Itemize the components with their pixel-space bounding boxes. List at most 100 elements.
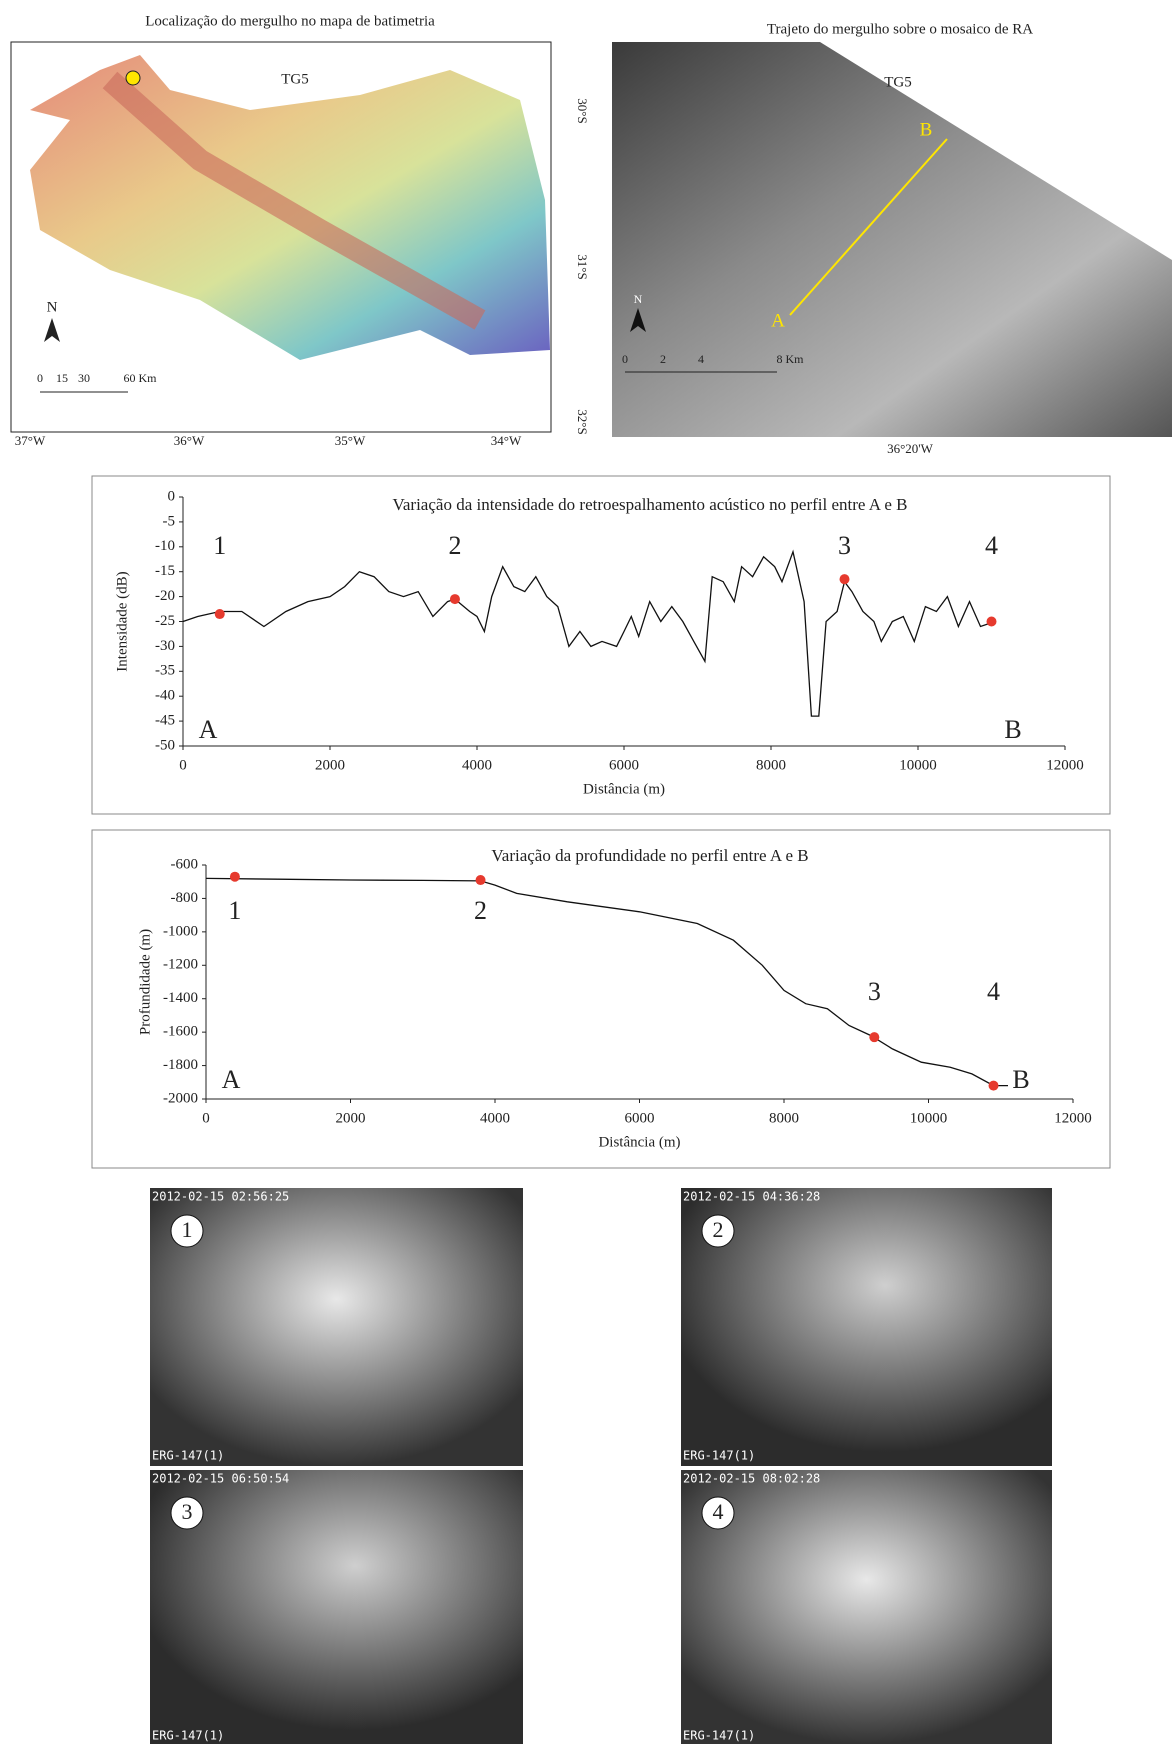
y-axis-label: Profundidade (m) [137, 929, 153, 1035]
x-tick-label: 2000 [315, 757, 345, 773]
point-label: 3 [868, 977, 881, 1006]
point-label: 3 [838, 531, 851, 560]
x-tick-label: 8000 [769, 1110, 799, 1126]
photo-camera: ERG-147(1) [152, 1729, 224, 1743]
x-tick-label: 8000 [756, 757, 786, 773]
map-title: Localização do mergulho no mapa de batim… [145, 13, 435, 29]
photo-timestamp: 2012-02-15 04:36:28 [683, 1190, 820, 1204]
x-tick-label: 10000 [910, 1110, 948, 1126]
point-label: 1 [213, 531, 226, 560]
x-tick-label: 12000 [1046, 757, 1084, 773]
point-label: 2 [474, 896, 487, 925]
x-tick-label: 12000 [1054, 1110, 1092, 1126]
lon-label: 37°W [15, 433, 46, 448]
photo-badge [701, 1496, 735, 1530]
photo-badge [701, 1214, 735, 1248]
photo-camera: ERG-147(1) [683, 1729, 755, 1743]
lat-label: 32°S [575, 409, 590, 434]
point-marker [988, 1080, 999, 1091]
point-marker [229, 871, 240, 882]
lon-label: 36°W [174, 433, 205, 448]
chart-frame [91, 475, 1111, 815]
y-tick-label: -1000 [163, 923, 198, 939]
y-tick-label: -1600 [163, 1024, 198, 1040]
y-axis-label: Intensidade (dB) [114, 571, 130, 671]
north-label: N [634, 292, 643, 306]
scale-label: 30 [78, 371, 90, 385]
lon-label: 35°W [335, 433, 366, 448]
photo-timestamp: 2012-02-15 06:50:54 [152, 1472, 289, 1486]
x-tick-label: 4000 [480, 1110, 510, 1126]
y-tick-label: -20 [155, 588, 175, 604]
photo-timestamp: 2012-02-15 08:02:28 [683, 1472, 820, 1486]
north-label: N [47, 299, 58, 315]
point-marker [449, 594, 460, 605]
photo-number: 1 [182, 1217, 193, 1242]
x-axis-label: Distância (m) [583, 781, 665, 797]
no-data [820, 42, 1172, 260]
x-tick-label: 4000 [462, 757, 492, 773]
north-arrow [630, 308, 646, 332]
track-end: B [920, 119, 933, 140]
y-tick-label: -45 [155, 713, 175, 729]
photo [681, 1188, 1052, 1466]
track-start: A [771, 310, 785, 331]
photo-camera: ERG-147(1) [683, 1449, 755, 1463]
y-tick-label: -30 [155, 638, 175, 654]
lon-label: 34°W [491, 433, 522, 448]
photo-number: 4 [713, 1499, 724, 1524]
data-line [205, 877, 1008, 1087]
y-tick-label: -10 [155, 538, 175, 554]
lat-label: 31°S [575, 254, 590, 279]
photo-number: 3 [182, 1499, 193, 1524]
trough [102, 71, 486, 330]
point-label: 1 [228, 896, 241, 925]
y-tick-label: -40 [155, 688, 175, 704]
point-label: 4 [987, 977, 1000, 1006]
end-label: A [222, 1065, 241, 1094]
scale-label: 2 [660, 352, 666, 366]
photo [681, 1470, 1052, 1744]
lat-label: 30°S [575, 98, 590, 123]
chart-frame [91, 829, 1111, 1169]
scale-label: 60 Km [124, 371, 158, 385]
scale-label: 0 [37, 371, 43, 385]
y-tick-label: 0 [168, 488, 176, 504]
x-tick-label: 6000 [609, 757, 639, 773]
point-marker [986, 616, 997, 627]
y-tick-label: -1800 [163, 1057, 198, 1073]
point-marker [475, 875, 486, 886]
point-marker [869, 1032, 880, 1043]
x-tick-label: 2000 [336, 1110, 366, 1126]
point-marker [214, 609, 225, 620]
x-tick-label: 0 [202, 1110, 210, 1126]
end-label: B [1004, 715, 1021, 744]
y-tick-label: -1400 [163, 990, 198, 1006]
photos [150, 1188, 1052, 1744]
photo-badge [170, 1214, 204, 1248]
x-tick-label: 10000 [899, 757, 937, 773]
y-tick-label: -50 [155, 737, 175, 753]
photo [150, 1470, 523, 1744]
north-arrow [44, 318, 60, 342]
dive-site [125, 70, 141, 86]
point-label: 4 [985, 531, 998, 560]
y-tick-label: -2000 [163, 1090, 198, 1106]
y-tick-label: -600 [171, 856, 199, 872]
scale-label: 4 [698, 352, 704, 366]
y-tick-label: -5 [163, 513, 176, 529]
y-tick-label: -35 [155, 663, 175, 679]
lon-label: 36°20'W [887, 441, 934, 456]
chart-title: Variação da intensidade do retroespalham… [392, 495, 907, 514]
photo [150, 1188, 523, 1466]
end-label: B [1012, 1065, 1029, 1094]
scale-label: 8 Km [777, 352, 805, 366]
chart-title: Variação da profundidade no perfil entre… [491, 846, 808, 865]
dive-track [789, 138, 948, 316]
photo-timestamp: 2012-02-15 02:56:25 [152, 1190, 289, 1204]
y-tick-label: -15 [155, 563, 175, 579]
photo-camera: ERG-147(1) [152, 1449, 224, 1463]
scale-label: 0 [622, 352, 628, 366]
data-line [182, 549, 996, 717]
